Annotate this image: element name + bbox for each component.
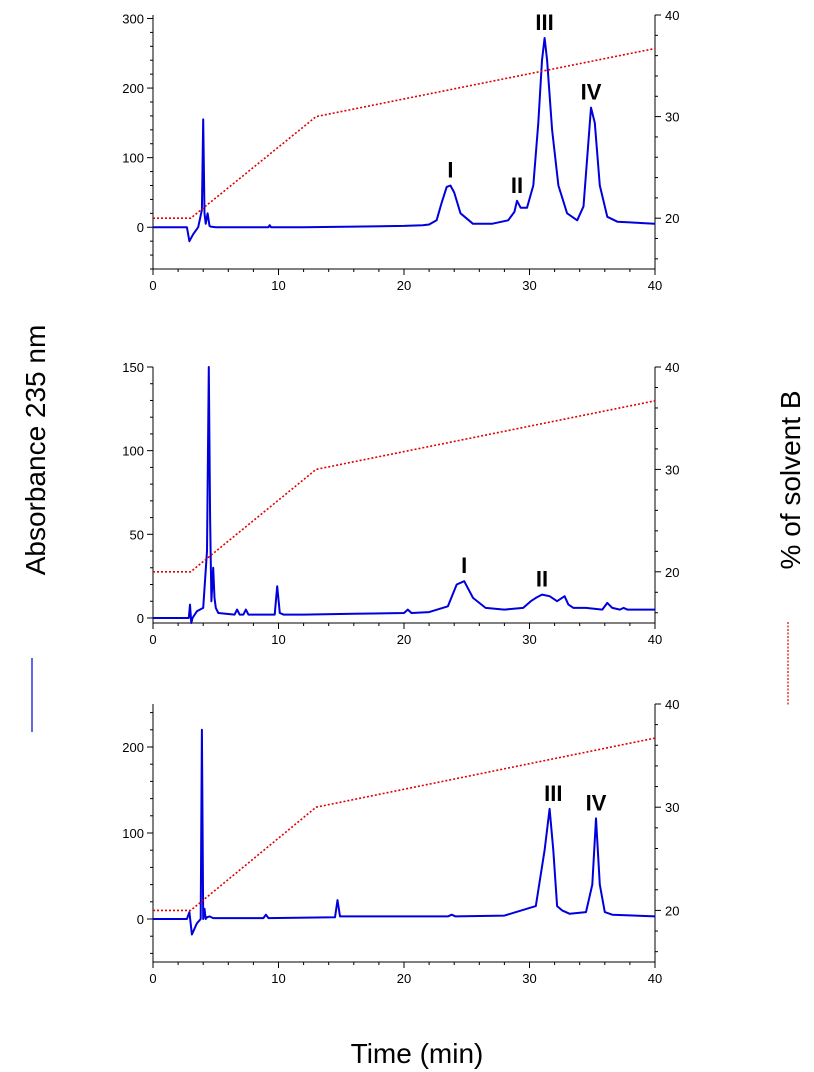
x-tick-label: 30 xyxy=(522,632,536,647)
x-tick-label: 10 xyxy=(271,278,285,293)
y2-tick-label: 30 xyxy=(665,800,679,815)
y-tick-label: 100 xyxy=(122,826,144,841)
peak-label: I xyxy=(461,553,467,578)
y-tick-label: 300 xyxy=(122,11,144,26)
chart-panel-3: 0 10 20 30 40 0 100 200 20 30 40 III IV xyxy=(122,697,679,986)
y2-tick-label: 30 xyxy=(665,462,679,477)
solvent-b-gradient-line xyxy=(153,737,656,912)
y-tick-label: 0 xyxy=(137,912,144,927)
y2-tick-label: 20 xyxy=(665,565,679,580)
y2-tick-label: 30 xyxy=(665,110,679,125)
peak-label: II xyxy=(511,173,523,198)
peak-label: III xyxy=(535,10,553,35)
peak-label: IV xyxy=(586,790,607,815)
y2-tick-label: 40 xyxy=(665,697,679,712)
solvent-b-gradient-line xyxy=(153,47,656,219)
x-tick-label: 0 xyxy=(149,632,156,647)
x-tick-label: 30 xyxy=(522,278,536,293)
x-tick-label: 40 xyxy=(648,278,662,293)
peak-label: II xyxy=(536,567,548,592)
x-tick-label: 40 xyxy=(648,632,662,647)
x-tick-label: 0 xyxy=(149,278,156,293)
x-tick-label: 30 xyxy=(522,971,536,986)
y-tick-label: 200 xyxy=(122,740,144,755)
y-tick-label: 100 xyxy=(122,151,144,166)
peak-label: I xyxy=(447,157,453,182)
x-tick-label: 20 xyxy=(397,278,411,293)
y-tick-label: 100 xyxy=(122,444,144,459)
y2-tick-label: 20 xyxy=(665,211,679,226)
x-tick-label: 20 xyxy=(397,632,411,647)
solvent-b-gradient-line xyxy=(153,400,656,573)
y-tick-label: 150 xyxy=(122,360,144,375)
y-tick-label: 0 xyxy=(137,611,144,626)
peak-label: III xyxy=(544,781,562,806)
right-axis-title: % of solvent B xyxy=(775,391,806,570)
absorbance-trace-line xyxy=(153,37,656,243)
x-tick-label: 20 xyxy=(397,971,411,986)
y-tick-label: 50 xyxy=(130,527,144,542)
y2-tick-label: 40 xyxy=(665,360,679,375)
x-tick-label: 40 xyxy=(648,971,662,986)
x-tick-label: 10 xyxy=(271,632,285,647)
absorbance-trace-line xyxy=(153,366,655,624)
x-tick-label: 10 xyxy=(271,971,285,986)
left-axis-title: Absorbance 235 nm xyxy=(20,325,51,576)
y2-tick-label: 20 xyxy=(665,903,679,918)
peak-label: IV xyxy=(581,80,602,105)
y-tick-label: 200 xyxy=(122,81,144,96)
y2-tick-label: 40 xyxy=(665,8,679,23)
x-tick-label: 0 xyxy=(149,971,156,986)
y-tick-label: 0 xyxy=(137,220,144,235)
absorbance-trace-line xyxy=(153,728,656,936)
bottom-axis-title: Time (min) xyxy=(351,1038,484,1069)
